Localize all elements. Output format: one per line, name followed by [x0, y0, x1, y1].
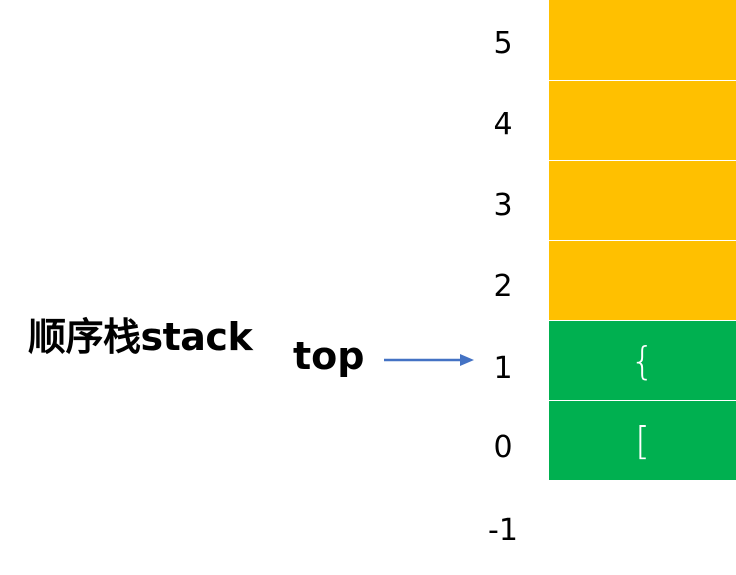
stack-cell-3 — [549, 161, 736, 241]
stack-cell-2 — [549, 241, 736, 321]
stack-name-label: 顺序栈stack — [28, 315, 253, 359]
stack-cell-4 — [549, 81, 736, 161]
index-label-5: 5 — [493, 26, 513, 61]
index-label-minus-1: -1 — [488, 513, 518, 548]
stack-cell-0: [ — [549, 401, 736, 481]
index-label-1: 1 — [493, 351, 513, 386]
top-pointer-arrow-icon — [384, 354, 474, 366]
top-pointer-label: top — [293, 334, 365, 378]
index-label-2: 2 — [493, 269, 513, 304]
index-label-0: 0 — [493, 430, 513, 465]
stack-cell-1: { — [549, 321, 736, 401]
stack-array: { [ — [549, 0, 736, 481]
stack-cell-5 — [549, 0, 736, 81]
index-label-4: 4 — [493, 107, 513, 142]
index-label-3: 3 — [493, 188, 513, 223]
